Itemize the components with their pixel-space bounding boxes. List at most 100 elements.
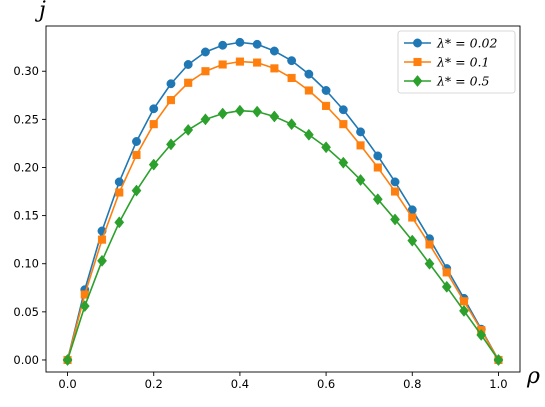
data-point xyxy=(304,86,313,95)
series-line xyxy=(66,109,500,361)
series-2 xyxy=(63,57,503,365)
x-tick-label: 0.6 xyxy=(317,377,335,391)
data-point xyxy=(201,67,210,76)
legend-label: λ* = 0.1 xyxy=(436,55,489,70)
data-point xyxy=(148,158,159,171)
data-point xyxy=(321,86,331,95)
data-point xyxy=(269,46,279,56)
data-point xyxy=(459,304,469,317)
legend-item: λ* = 0.1 xyxy=(404,55,489,70)
data-point xyxy=(183,123,194,136)
data-point xyxy=(372,193,383,206)
data-point xyxy=(493,353,504,366)
data-point xyxy=(149,104,159,114)
legend-box xyxy=(397,30,516,94)
data-point xyxy=(218,40,228,50)
data-point xyxy=(252,39,262,49)
y-tick-label: 0.25 xyxy=(13,112,39,126)
legend-label: λ* = 0.02 xyxy=(436,36,497,51)
data-point xyxy=(286,118,297,131)
x-tick-label: 0.8 xyxy=(403,377,421,391)
legend-marker xyxy=(412,75,423,87)
data-point xyxy=(235,57,244,66)
data-point xyxy=(149,120,158,129)
plot-frame xyxy=(45,25,521,373)
data-point xyxy=(338,156,349,169)
series-layer xyxy=(62,37,504,366)
data-point xyxy=(132,137,141,146)
legend-item: λ* = 0.5 xyxy=(404,74,490,89)
data-point xyxy=(321,141,332,154)
data-point xyxy=(269,110,280,123)
data-point xyxy=(115,188,124,197)
y-tick-label: 0.15 xyxy=(13,209,39,223)
x-axis-label: ρ xyxy=(526,364,540,389)
data-point xyxy=(441,280,452,293)
data-point xyxy=(390,177,400,187)
data-point xyxy=(322,101,331,110)
data-point xyxy=(287,56,297,66)
data-point xyxy=(234,104,245,117)
x-tick-label: 0.2 xyxy=(145,377,163,391)
data-point xyxy=(338,105,348,115)
data-point xyxy=(183,60,193,69)
data-point xyxy=(200,113,211,126)
data-point xyxy=(355,173,366,186)
data-point xyxy=(390,213,400,226)
data-point xyxy=(373,151,383,161)
x-tick-label: 1.0 xyxy=(489,377,507,391)
y-tick-label: 0.10 xyxy=(13,257,39,271)
data-point xyxy=(62,353,73,366)
data-point xyxy=(356,127,366,137)
data-point xyxy=(97,235,107,244)
x-tick-label: 0.4 xyxy=(231,377,249,391)
data-point xyxy=(252,105,263,118)
data-point xyxy=(79,300,90,313)
data-point xyxy=(356,141,365,150)
data-point xyxy=(97,254,107,267)
legend: λ* = 0.02 λ* = 0.1 λ* = 0.5 xyxy=(397,30,516,94)
data-point xyxy=(218,60,227,69)
data-point xyxy=(217,107,228,120)
legend-label: λ* = 0.5 xyxy=(436,74,490,89)
legend-marker xyxy=(413,57,422,67)
data-point xyxy=(425,240,434,249)
series-line xyxy=(66,41,500,361)
data-point xyxy=(166,96,176,105)
data-point xyxy=(476,328,487,341)
x-tick-label: 0.0 xyxy=(58,377,76,391)
data-point xyxy=(114,216,125,229)
y-tick-label: 0.05 xyxy=(13,305,39,319)
data-point xyxy=(287,73,296,83)
data-point xyxy=(442,268,451,277)
x-axis: 0.0 0.2 0.4 0.6 0.8 1.0 xyxy=(58,372,508,391)
data-point xyxy=(131,184,142,197)
data-point xyxy=(270,64,279,73)
y-axis-label: j xyxy=(34,0,46,23)
data-point xyxy=(459,297,469,306)
y-tick-label: 0.00 xyxy=(13,353,39,367)
legend-marker xyxy=(413,38,422,48)
data-point xyxy=(132,150,141,160)
data-point xyxy=(184,78,193,87)
data-point xyxy=(200,47,210,57)
y-tick-label: 0.30 xyxy=(13,64,39,78)
series-3 xyxy=(62,104,504,366)
data-point xyxy=(408,213,417,222)
data-point xyxy=(166,138,176,151)
data-point xyxy=(407,234,418,247)
data-point xyxy=(235,37,245,47)
data-point xyxy=(390,187,400,196)
data-point xyxy=(303,128,314,141)
data-point xyxy=(253,58,262,67)
data-point xyxy=(424,257,435,270)
series-line xyxy=(66,60,500,361)
data-point xyxy=(339,120,348,129)
data-point xyxy=(166,79,176,89)
legend-item: λ* = 0.02 xyxy=(404,36,497,51)
data-point xyxy=(373,163,382,172)
y-tick-label: 0.20 xyxy=(13,160,39,174)
data-point xyxy=(304,69,314,79)
y-axis: 0.00 0.05 0.10 0.15 0.20 0.25 0.30 xyxy=(13,64,46,367)
